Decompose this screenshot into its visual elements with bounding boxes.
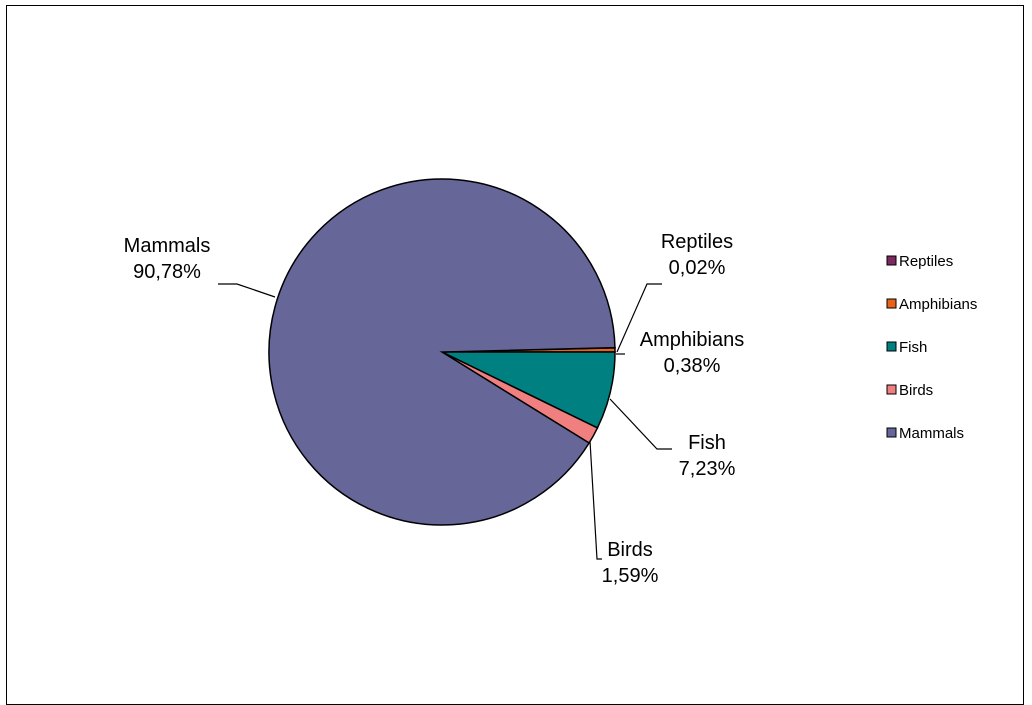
leader-line-birds <box>589 440 602 560</box>
legend-label-fish: Fish <box>899 339 927 356</box>
legend-item-birds: Birds <box>886 382 933 399</box>
legend-swatch-birds <box>886 384 897 395</box>
legend: Reptiles Amphibians Fish Birds Mammals <box>886 253 977 442</box>
leader-lines <box>218 283 672 560</box>
leader-line-mammals <box>218 283 276 298</box>
legend-swatch-reptiles <box>886 255 897 266</box>
data-label-name-birds: Birds <box>607 539 653 561</box>
data-label-value-birds: 1,59% <box>602 565 659 587</box>
data-label-value-amphibians: 0,38% <box>664 355 721 377</box>
legend-swatch-mammals <box>886 427 897 438</box>
chart-area: Reptiles 0,02% Amphibians 0,38% Fish 7,23% Bir… <box>6 5 1024 705</box>
legend-swatch-amphibians <box>886 298 897 309</box>
legend-label-reptiles: Reptiles <box>899 253 953 270</box>
legend-item-fish: Fish <box>886 339 927 356</box>
legend-label-mammals: Mammals <box>899 425 964 442</box>
leader-line-fish <box>609 398 672 450</box>
legend-item-reptiles: Reptiles <box>886 253 953 270</box>
data-label-value-mammals: 90,78% <box>133 261 201 283</box>
legend-label-birds: Birds <box>899 382 933 399</box>
data-label-name-amphibians: Amphibians <box>640 329 745 351</box>
data-label-name-reptiles: Reptiles <box>661 231 733 253</box>
data-label-value-fish: 7,23% <box>679 458 736 480</box>
pie-chart: Reptiles 0,02% Amphibians 0,38% Fish 7,23% Bir… <box>124 178 977 587</box>
slices-layer <box>268 178 616 526</box>
pie-slice-mammals <box>268 178 616 526</box>
data-label-value-reptiles: 0,02% <box>669 257 726 279</box>
legend-label-amphibians: Amphibians <box>899 296 977 313</box>
data-label-name-mammals: Mammals <box>124 235 211 257</box>
data-labels: Reptiles 0,02% Amphibians 0,38% Fish 7,23% Bir… <box>124 231 745 587</box>
data-label-name-fish: Fish <box>688 432 726 454</box>
legend-swatch-fish <box>886 341 897 352</box>
leader-line-reptiles <box>616 283 662 353</box>
legend-item-mammals: Mammals <box>886 425 964 442</box>
legend-item-amphibians: Amphibians <box>886 296 977 313</box>
